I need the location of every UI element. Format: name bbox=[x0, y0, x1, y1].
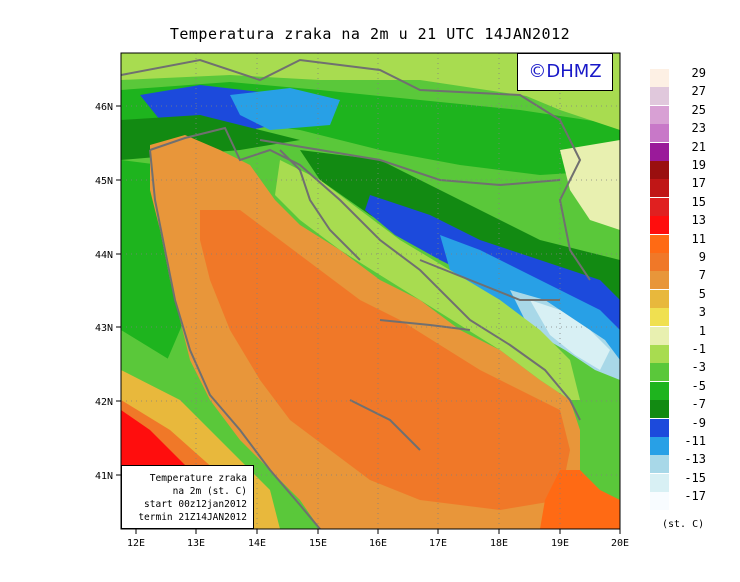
info-line: na 2m (st. C) bbox=[172, 486, 247, 497]
legend-label: 9 bbox=[698, 250, 706, 264]
legend-swatch bbox=[650, 216, 669, 235]
legend-units: (st. C) bbox=[662, 519, 705, 530]
legend-label: 25 bbox=[691, 102, 706, 117]
legend-swatch bbox=[650, 308, 669, 327]
lon-label: 20E bbox=[611, 538, 629, 549]
dhmz-watermark: ©DHMZ bbox=[517, 53, 613, 91]
legend-swatch bbox=[650, 418, 669, 437]
legend-label: 27 bbox=[691, 84, 706, 99]
legend-swatch bbox=[650, 400, 669, 419]
legend-label: 3 bbox=[698, 305, 706, 320]
temperature-field bbox=[121, 53, 620, 529]
legend-label: 23 bbox=[691, 121, 706, 136]
legend-swatch bbox=[650, 142, 669, 161]
lon-label: 13E bbox=[187, 538, 205, 549]
legend-label: -5 bbox=[691, 378, 706, 393]
lon-label: 14E bbox=[248, 538, 266, 549]
legend-label: -3 bbox=[691, 360, 706, 375]
legend-swatch bbox=[650, 234, 669, 253]
map-title: Temperatura zraka na 2m u 21 UTC 14JAN20… bbox=[169, 25, 571, 43]
legend-swatch bbox=[650, 161, 669, 179]
legend-label: 5 bbox=[698, 286, 706, 301]
legend-swatch bbox=[650, 492, 669, 511]
legend-swatch bbox=[650, 363, 669, 382]
lat-label: 46N bbox=[95, 102, 113, 113]
lon-label: 18E bbox=[490, 538, 508, 549]
info-line: termin 21Z14JAN2012 bbox=[138, 512, 247, 523]
legend-label: -9 bbox=[691, 415, 706, 430]
legend-swatch bbox=[650, 179, 669, 198]
lat-label: 41N bbox=[95, 471, 113, 482]
legend-swatch bbox=[650, 69, 669, 87]
legend-swatch bbox=[650, 271, 669, 290]
lat-label: 44N bbox=[95, 250, 113, 261]
legend-label: 11 bbox=[691, 231, 706, 246]
legend-label: -7 bbox=[691, 397, 706, 412]
legend-label: 1 bbox=[698, 323, 706, 338]
legend-swatch bbox=[650, 105, 669, 124]
lon-label: 12E bbox=[127, 538, 145, 549]
lat-label: 45N bbox=[95, 176, 113, 187]
lon-label: 16E bbox=[369, 538, 387, 549]
legend-label: 29 bbox=[691, 66, 706, 80]
map-frame bbox=[120, 52, 621, 530]
legend-swatch bbox=[650, 455, 669, 474]
legend-label: 7 bbox=[698, 268, 706, 283]
legend-swatch bbox=[650, 381, 669, 400]
lon-label: 19E bbox=[551, 538, 569, 549]
lon-label: 17E bbox=[429, 538, 447, 549]
lon-label: 15E bbox=[309, 538, 327, 549]
legend-swatch bbox=[650, 87, 669, 106]
legend-label: 15 bbox=[691, 194, 706, 209]
legend-swatch bbox=[650, 437, 669, 455]
legend-label: -17 bbox=[684, 489, 706, 504]
lat-label: 42N bbox=[95, 397, 113, 408]
legend-label: -15 bbox=[684, 470, 706, 485]
coordinate-grid bbox=[121, 53, 620, 529]
legend-swatch bbox=[650, 197, 669, 216]
legend-label: -11 bbox=[684, 434, 706, 448]
legend-label: 13 bbox=[691, 213, 706, 228]
legend-label: 17 bbox=[691, 176, 706, 191]
legend-swatch bbox=[650, 253, 669, 271]
legend-swatch bbox=[650, 345, 669, 363]
legend-swatch bbox=[650, 473, 669, 492]
info-line: start 00z12jan2012 bbox=[144, 499, 247, 510]
legend-label: 21 bbox=[691, 139, 706, 154]
legend-swatch bbox=[650, 289, 669, 308]
info-box: Temperature zraka na 2m (st. C) start 00… bbox=[121, 465, 254, 529]
lat-label: 43N bbox=[95, 323, 113, 334]
info-line: Temperature zraka bbox=[149, 473, 247, 484]
legend-label: -13 bbox=[684, 452, 706, 467]
legend-swatch bbox=[650, 124, 669, 143]
legend-swatch bbox=[650, 326, 669, 345]
coastlines-borders bbox=[121, 58, 591, 529]
legend-label: 19 bbox=[691, 158, 706, 172]
legend-label: -1 bbox=[691, 342, 706, 356]
